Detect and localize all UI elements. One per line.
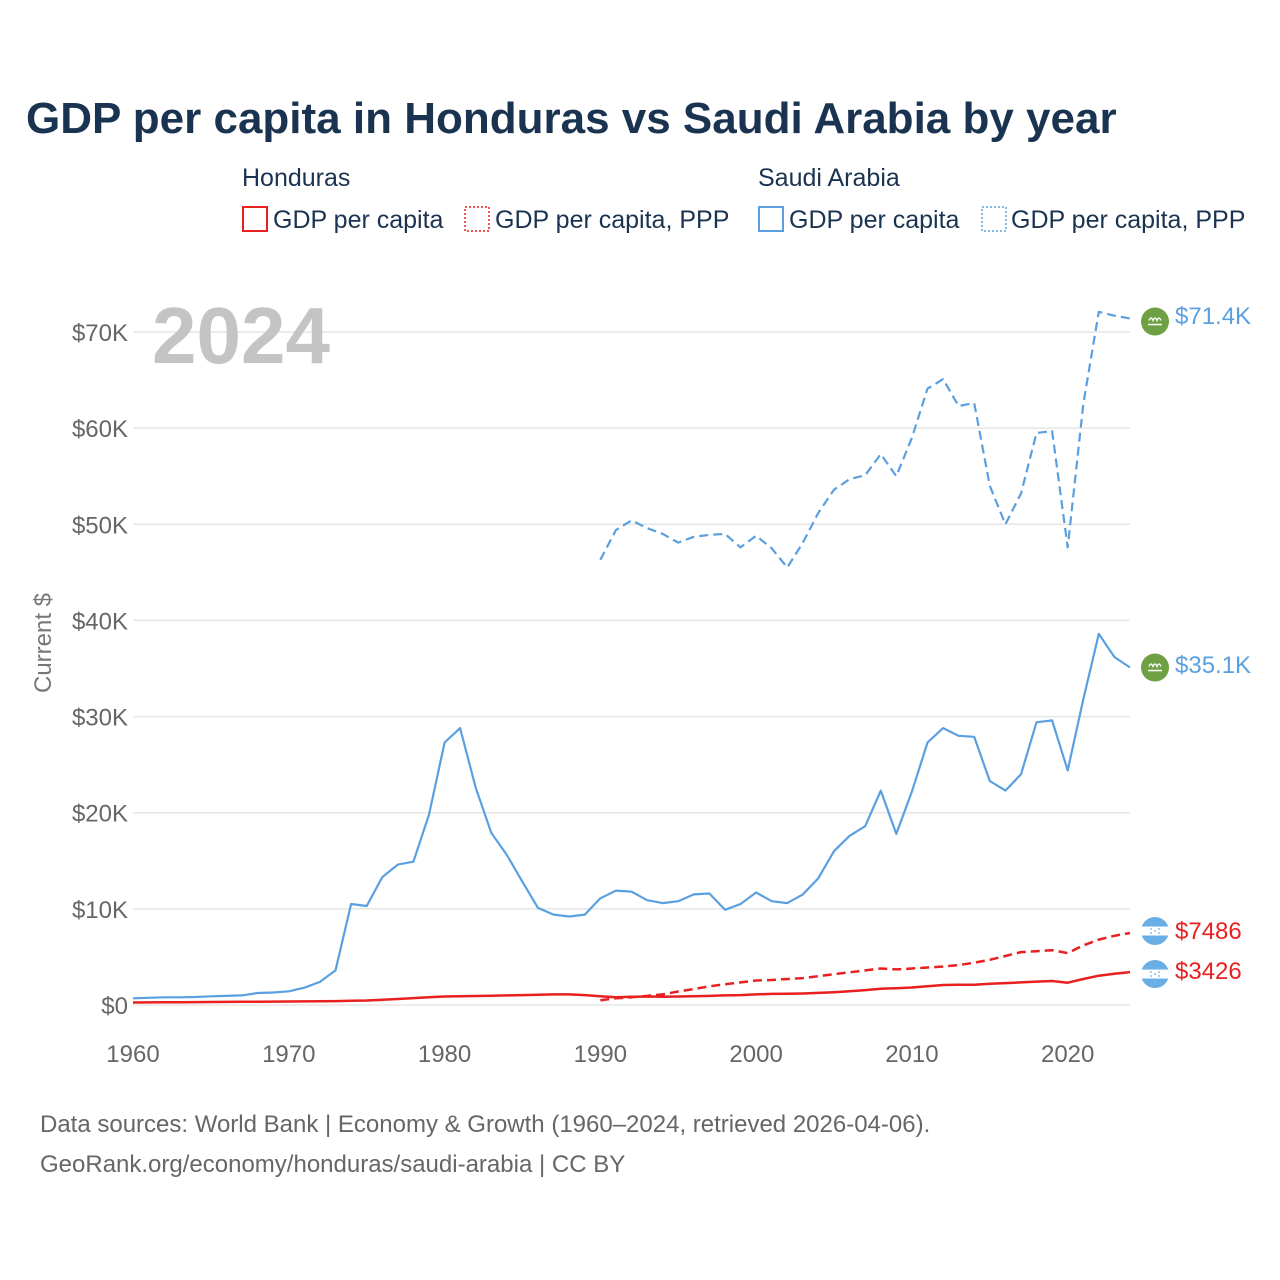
y-tick-label: $30K bbox=[72, 705, 128, 732]
gridlines bbox=[133, 331, 1130, 1006]
series-lines bbox=[132, 310, 1131, 1004]
legend-label-honduras-gdp: GDP per capita bbox=[273, 206, 444, 234]
x-tick-label: 2000 bbox=[729, 1041, 782, 1068]
x-tick-label: 1990 bbox=[574, 1041, 627, 1068]
y-tick-label: $10K bbox=[72, 897, 128, 924]
x-axis-ticks: 1960 1970 1980 1990 2000 2010 2020 bbox=[106, 1041, 1094, 1068]
y-tick-label: $0 bbox=[101, 993, 128, 1020]
x-tick-label: 1970 bbox=[262, 1041, 315, 1068]
chart-title: GDP per capita in Honduras vs Saudi Arab… bbox=[26, 94, 1117, 143]
x-tick-label: 1980 bbox=[418, 1041, 471, 1068]
end-label-honduras-gdp: $3426 bbox=[1175, 958, 1242, 985]
legend-swatch-honduras-gdp bbox=[242, 206, 268, 232]
y-tick-label: $60K bbox=[72, 416, 128, 443]
series-line-saudi-arabia-ppp bbox=[599, 310, 1131, 569]
legend-group-honduras: Honduras bbox=[242, 164, 350, 192]
y-tick-label: $20K bbox=[72, 801, 128, 828]
legend-label-saudi-gdp: GDP per capita bbox=[789, 206, 960, 234]
legend-swatch-honduras-ppp bbox=[464, 206, 490, 232]
honduras-flag-icon bbox=[1141, 917, 1169, 946]
legend-label-honduras-ppp: GDP per capita, PPP bbox=[495, 206, 729, 234]
end-label-saudi-ppp: $71.4K bbox=[1175, 303, 1251, 330]
legend-swatch-saudi-gdp bbox=[758, 206, 784, 232]
honduras-flag-icon bbox=[1141, 960, 1169, 989]
saudi-arabia-flag-icon bbox=[1141, 653, 1169, 682]
saudi-arabia-flag-icon bbox=[1141, 307, 1169, 336]
legend-swatch-saudi-ppp bbox=[981, 206, 1007, 232]
legend: Honduras Saudi Arabia GDP per capita GDP… bbox=[242, 164, 1245, 234]
legend-group-saudi: Saudi Arabia bbox=[758, 164, 900, 192]
x-tick-label: 2020 bbox=[1041, 1041, 1094, 1068]
source-line-1: Data sources: World Bank | Economy & Gro… bbox=[40, 1111, 930, 1138]
end-label-honduras-ppp: $7486 bbox=[1175, 918, 1242, 945]
source-line-2: GeoRank.org/economy/honduras/saudi-arabi… bbox=[40, 1151, 625, 1178]
legend-label-saudi-ppp: GDP per capita, PPP bbox=[1011, 206, 1245, 234]
series-line-honduras-ppp bbox=[600, 931, 1131, 1002]
end-markers bbox=[1141, 307, 1169, 989]
y-tick-label: $50K bbox=[72, 512, 128, 539]
x-tick-label: 2010 bbox=[885, 1041, 938, 1068]
series-line-saudi-arabia-gdp bbox=[132, 632, 1131, 1000]
y-axis-ticks: $0 $10K $20K $30K $40K $50K $60K $70K bbox=[72, 320, 128, 1020]
y-tick-label: $40K bbox=[72, 608, 128, 635]
x-tick-label: 1960 bbox=[106, 1041, 159, 1068]
y-tick-label: $70K bbox=[72, 320, 128, 347]
y-axis-title: Current $ bbox=[30, 593, 57, 693]
year-watermark: 2024 bbox=[152, 291, 330, 380]
end-label-saudi-gdp: $35.1K bbox=[1175, 652, 1251, 679]
